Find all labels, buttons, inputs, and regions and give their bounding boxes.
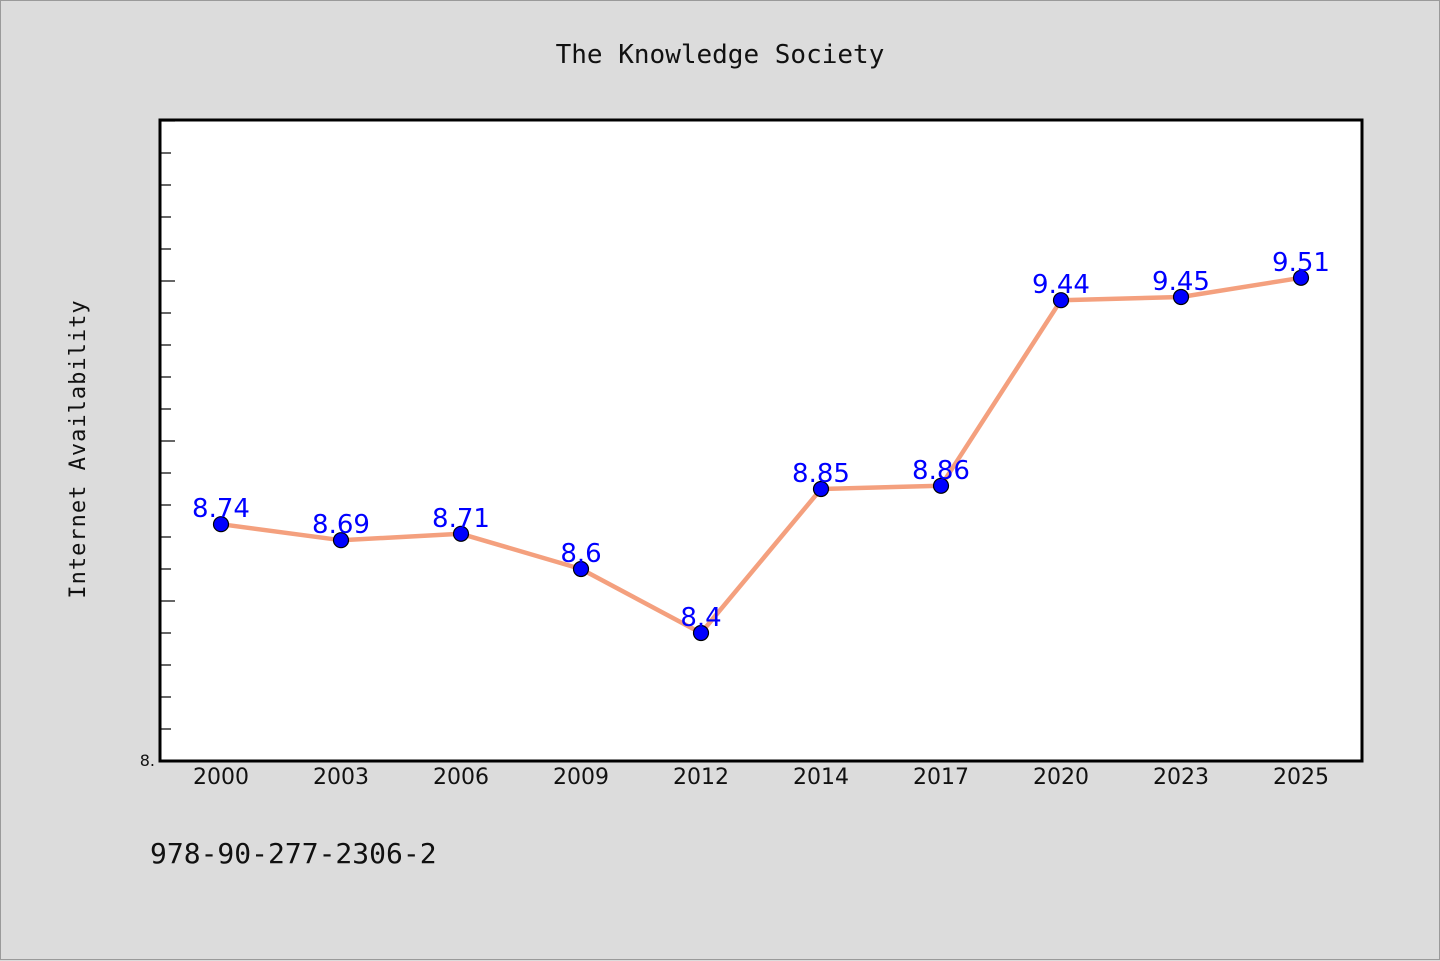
x-tick-label: 2014 (793, 765, 849, 790)
data-point (932, 477, 950, 494)
x-tick-label: 2025 (1273, 765, 1329, 790)
y-tick-label: 8. (140, 751, 155, 770)
y-axis-tick-labels: 8. (140, 751, 155, 770)
data-label: 8.74 (192, 494, 250, 524)
chart-title: The Knowledge Society (556, 40, 885, 70)
data-label: 8.71 (432, 504, 490, 534)
data-label: 9.44 (1032, 270, 1090, 300)
data-point (1292, 269, 1310, 286)
data-labels: 8.74 8.69 8.71 8.6 8.4 8.85 8.86 9.44 9.45 9.51 (192, 248, 1330, 633)
data-label: 8.69 (312, 510, 370, 540)
data-label: 8.6 (560, 539, 601, 569)
data-point (332, 532, 350, 549)
x-tick-label: 2012 (673, 765, 729, 790)
x-tick-label: 2009 (553, 765, 609, 790)
data-label: 9.45 (1152, 267, 1210, 297)
y-axis-label: Internet Availability (66, 299, 91, 598)
x-tick-label: 2017 (913, 765, 969, 790)
data-point (452, 525, 470, 542)
data-point (692, 624, 710, 642)
data-points (212, 269, 1310, 642)
x-tick-label: 2020 (1033, 765, 1089, 790)
series-line (218, 275, 1304, 636)
data-point (812, 480, 830, 498)
data-label: 8.86 (912, 456, 970, 486)
isbn-text: 978-90-277-2306-2 (150, 837, 437, 870)
data-point (1052, 292, 1070, 309)
y-axis-ticks (161, 120, 175, 730)
x-tick-label: 2006 (433, 765, 489, 790)
series-line-group (218, 275, 1304, 636)
x-tick-label: 2000 (193, 765, 249, 790)
data-point (212, 516, 230, 533)
data-label: 8.4 (680, 603, 721, 633)
x-tick-label: 2023 (1153, 765, 1209, 790)
data-label: 9.51 (1272, 248, 1330, 278)
x-axis-tick-labels: 2000 2003 2006 2009 2012 2014 2017 2020 2023 2025 (193, 765, 1329, 790)
data-point (572, 560, 590, 578)
x-tick-label: 2003 (313, 765, 369, 790)
data-label: 8.85 (792, 459, 850, 489)
data-point (1172, 288, 1190, 306)
plot-area (158, 118, 1364, 763)
